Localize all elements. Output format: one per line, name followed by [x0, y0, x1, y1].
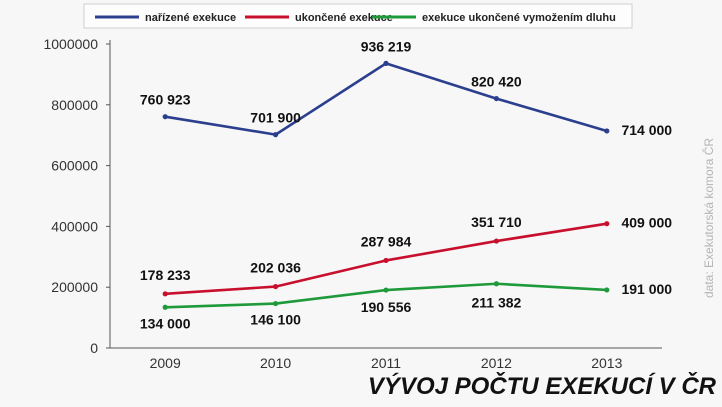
x-tick-label: 2010: [260, 355, 291, 371]
data-point: [273, 132, 279, 138]
x-tick-label: 2013: [591, 355, 622, 371]
legend-label: ukončené exekuce: [295, 12, 393, 24]
data-label: 134 000: [140, 315, 191, 331]
data-point: [604, 287, 610, 293]
data-point: [383, 60, 389, 66]
legend: nařízené exekuce ukončené exekuce exekuce …: [83, 3, 633, 29]
data-labels: 760 923 701 900 936 219 820 420 714 000 178 2…: [140, 38, 672, 331]
data-label: 701 900: [250, 110, 301, 126]
data-label: 409 000: [621, 215, 672, 231]
chart-title: VÝVOJ POČTU EXEKUCÍ V ČR: [368, 372, 717, 400]
data-point: [162, 304, 168, 310]
data-label: 190 556: [361, 299, 412, 315]
y-tick-label: 400000: [51, 218, 98, 234]
data-point: [493, 281, 499, 287]
data-label: 936 219: [361, 38, 412, 54]
series-lines: [162, 60, 610, 310]
data-point: [604, 128, 610, 134]
y-tick-label: 200000: [51, 279, 98, 295]
tick-labels: 0 200000 400000 600000 800000 1000000 2009 2010…: [43, 36, 622, 371]
data-point: [273, 300, 279, 307]
data-point: [493, 95, 499, 102]
x-tick-label: 2009: [150, 355, 181, 371]
data-point: [162, 291, 168, 297]
data-label: 714 000: [621, 122, 672, 138]
data-point: [493, 238, 499, 244]
legend-box: [83, 3, 633, 29]
data-label: 178 233: [140, 267, 191, 283]
y-tick-label: 600000: [51, 158, 98, 174]
series-line-0: [164, 62, 608, 136]
legend-label: exekuce ukončené vymožením dluhu: [422, 12, 616, 24]
data-label: 146 100: [250, 312, 301, 328]
legend-label: nařízené exekuce: [145, 12, 236, 24]
data-point: [604, 221, 610, 227]
x-tick-label: 2012: [481, 355, 512, 371]
data-label: 211 382: [471, 295, 521, 311]
data-point: [383, 257, 389, 264]
data-label: 202 036: [250, 260, 301, 276]
y-tick-label: 1000000: [43, 36, 98, 52]
data-label: 820 420: [471, 74, 522, 90]
y-tick-label: 800000: [51, 97, 98, 113]
data-point: [383, 287, 389, 293]
x-tick-label: 2011: [371, 355, 401, 371]
axes: [106, 40, 662, 349]
source-note: data: Exekutorská komora ČR: [701, 138, 716, 298]
data-label: 191 000: [621, 281, 672, 297]
data-point: [273, 283, 279, 290]
data-label: 760 923: [140, 92, 191, 108]
data-label: 351 710: [471, 214, 522, 230]
data-label: 287 984: [361, 233, 412, 249]
data-point: [162, 114, 168, 120]
y-tick-label: 0: [90, 340, 98, 356]
